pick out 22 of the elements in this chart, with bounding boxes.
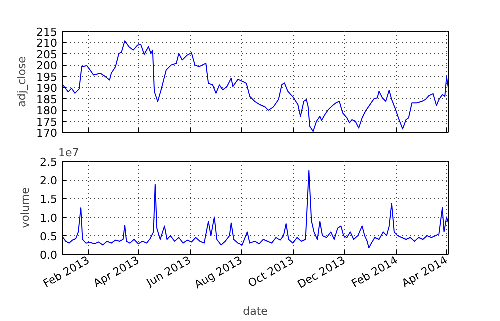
y-tick-label: 215 (36, 26, 58, 39)
line-series (62, 170, 448, 249)
y-tick-label: 1.5 (40, 193, 58, 206)
y-tick-label: 180 (36, 104, 58, 118)
y-tick-label: 190 (36, 82, 58, 96)
x-axis-title: date (243, 305, 268, 318)
y-tick-label: 185 (36, 93, 58, 106)
y-tick-label: 0.5 (40, 230, 58, 244)
y-tick-label: 2.0 (40, 174, 58, 188)
y-tick-label: 170 (36, 127, 58, 140)
y-axis-title: volume (19, 187, 32, 228)
text: 1e7 (58, 146, 80, 160)
y-tick-label: 200 (36, 60, 58, 73)
y-tick-label: 175 (36, 116, 58, 129)
y-tick-label: 210 (36, 37, 58, 50)
y-tick-label: 195 (36, 70, 58, 84)
y-tick-label: 0.0 (40, 249, 58, 262)
y-axis-title: adj_close (16, 56, 29, 108)
y-tick-label: 1.0 (40, 212, 58, 225)
line-series (62, 40, 448, 132)
y-tick-label: 205 (36, 48, 58, 62)
y-tick-label: 2.5 (40, 156, 58, 169)
